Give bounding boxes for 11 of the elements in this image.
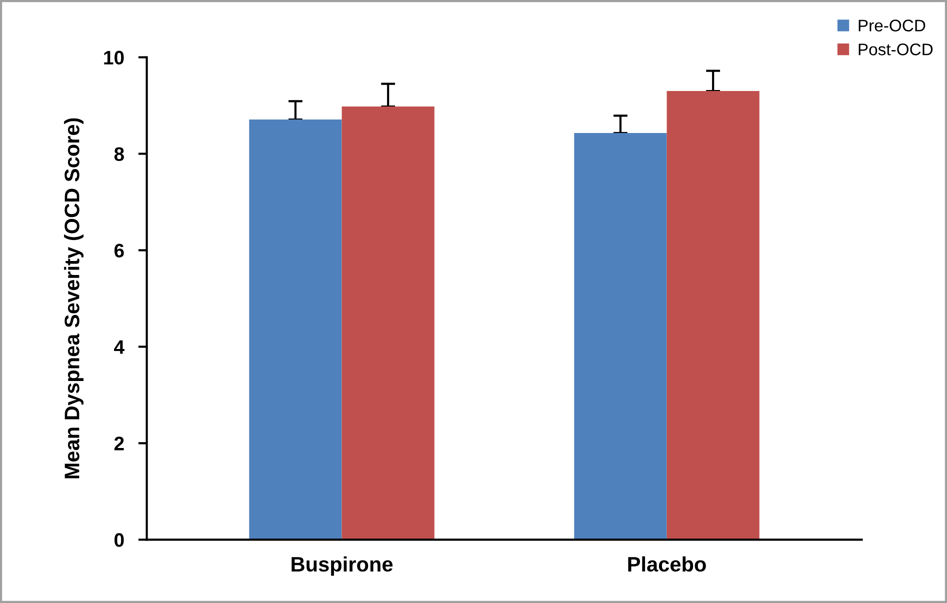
y-tick-label: 2 [114,436,124,450]
x-tick-label: Buspirone [292,556,393,576]
x-tick-label: Placebo [628,556,706,572]
y-tick-label: 6 [114,244,124,258]
y-axis-title: Mean Dyspnea Severity (OCD Score) [64,118,84,478]
legend-label: Post-OCD [858,44,933,56]
y-tick-label: 10 [104,50,124,65]
y-tick-label: 0 [114,533,124,547]
y-tick-label: 8 [114,147,124,161]
y-tick-label: 4 [114,340,124,354]
legend-label: Pre-OCD [858,20,926,32]
